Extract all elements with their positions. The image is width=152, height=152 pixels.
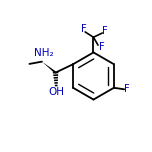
Text: NH₂: NH₂ — [34, 48, 53, 58]
Polygon shape — [42, 62, 56, 73]
Text: F: F — [124, 84, 130, 94]
Text: OH: OH — [48, 87, 64, 97]
Text: F: F — [81, 24, 86, 34]
Text: F: F — [98, 42, 104, 52]
Text: F: F — [102, 26, 107, 36]
